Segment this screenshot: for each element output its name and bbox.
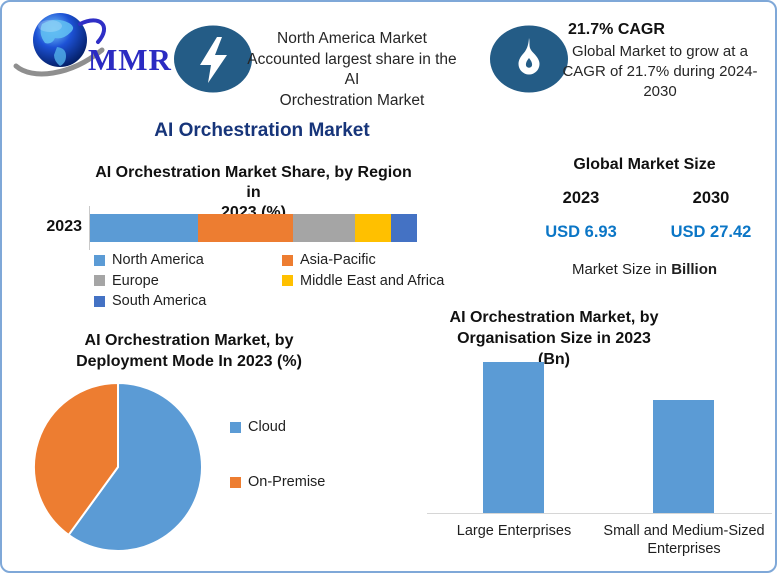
cagr-heading: 21.7% CAGR — [568, 21, 665, 38]
legend-marker-icon — [230, 476, 241, 488]
region-stacked-bar — [90, 214, 417, 242]
legend-marker-icon — [282, 254, 293, 266]
pie-slice-on-premise — [33, 382, 119, 536]
year-2023-label: 2023 — [562, 189, 600, 207]
deployment-pie-chart — [33, 382, 203, 552]
north-america-highlight-text: North America Market Accounted largest s… — [240, 29, 464, 111]
lightning-icon — [174, 25, 252, 93]
organisation-chart-title-line1: AI Orchestration Market, by — [449, 309, 659, 326]
caption-bold: Billion — [671, 261, 718, 278]
logo-blue-swoosh — [78, 18, 106, 44]
mmr-logo: MMR — [13, 13, 172, 77]
legend-marker-icon — [94, 275, 105, 286]
cagr-line3: 2030 — [643, 83, 677, 100]
organisation-bar-0 — [483, 362, 544, 513]
badge1-line3: Orchestration Market — [279, 91, 425, 109]
region-segment-3 — [354, 214, 391, 242]
page-title: AI Orchestration Market — [154, 120, 370, 141]
deployment-chart-title: AI Orchestration Market, by Deployment M… — [42, 330, 336, 372]
globe-continent-south — [54, 47, 66, 66]
legend-label: On-Premise — [248, 474, 326, 490]
global-market-size-title: Global Market Size — [573, 156, 716, 173]
region-chart-title-line1: AI Orchestration Market Share, by Region… — [95, 164, 412, 201]
globe-continent-north — [40, 19, 74, 44]
legend-marker-icon — [94, 295, 105, 307]
year-2030-label: 2030 — [692, 189, 730, 207]
pie-slice-cloud — [67, 382, 203, 552]
legend-marker-icon — [230, 421, 241, 433]
legend-label: North America — [112, 252, 204, 268]
pie-legend-item-1: On-Premise — [230, 474, 325, 490]
organisation-bar-label-0: Large Enterprises — [456, 523, 572, 539]
cagr-line1: Global Market to grow at a — [572, 43, 748, 60]
cagr-highlight: 21.7% CAGR Global Market to grow at a CA… — [558, 21, 762, 102]
market-value-2023: USD 6.93 — [545, 223, 617, 241]
legend-marker-icon — [282, 275, 293, 286]
organisation-bar-1 — [653, 400, 714, 513]
legend-marker-icon — [94, 254, 105, 266]
market-value-2030: USD 27.42 — [670, 223, 752, 241]
organisation-chart-title-line2: Organisation Size in 2023 (Bn) — [457, 330, 651, 368]
badge1-line2: Accounted largest share in the AI — [247, 50, 457, 89]
region-segment-2 — [292, 214, 355, 242]
region-legend-item-0: North America — [94, 252, 282, 268]
organisation-chart-title: AI Orchestration Market, by Organisation… — [442, 307, 666, 370]
region-legend-item-3: Middle East and Africa — [282, 273, 454, 289]
badge1-line1: North America Market — [277, 30, 427, 47]
globe-highlight — [38, 20, 62, 32]
region-segment-4 — [390, 214, 417, 242]
legend-label: Asia-Pacific — [300, 252, 376, 268]
pie-legend-item-0: Cloud — [230, 419, 286, 435]
deployment-chart-title-line2: Deployment Mode In 2023 (%) — [76, 353, 302, 370]
region-legend-item-2: Europe — [94, 273, 282, 289]
cagr-text: Global Market to grow at a CAGR of 21.7%… — [558, 42, 762, 102]
deployment-chart-title-line1: AI Orchestration Market, by — [84, 332, 294, 349]
organisation-chart-baseline — [427, 513, 772, 514]
region-chart-legend: North America Asia-Pacific Europe Middle Ea… — [94, 252, 454, 309]
legend-label: Europe — [112, 272, 159, 289]
legend-label: South America — [112, 293, 207, 309]
global-market-size-values: USD 6.93 USD 27.42 — [520, 223, 772, 242]
region-segment-0 — [90, 214, 198, 242]
region-segment-1 — [197, 214, 293, 242]
cagr-line2: CAGR of 21.7% during 2024- — [562, 63, 758, 80]
market-size-unit-caption: Market Size in Billion — [532, 261, 757, 278]
region-legend-item-4: South America — [94, 293, 282, 309]
region-chart-axis-line — [89, 206, 90, 250]
flame-icon — [490, 25, 568, 93]
legend-label: Middle East and Africa — [300, 272, 445, 289]
logo-text: MMR — [88, 42, 172, 77]
legend-label: Cloud — [248, 419, 286, 435]
organisation-bar-label-1: Small and Medium-Sized Enterprises — [603, 523, 765, 557]
caption-text: Market Size in — [571, 261, 668, 278]
global-market-size-years: 2023 2030 — [520, 189, 772, 208]
logo-orbit-swoosh — [13, 47, 105, 77]
region-legend-item-1: Asia-Pacific — [282, 252, 454, 268]
region-chart-year-label: 2023 — [46, 218, 82, 235]
